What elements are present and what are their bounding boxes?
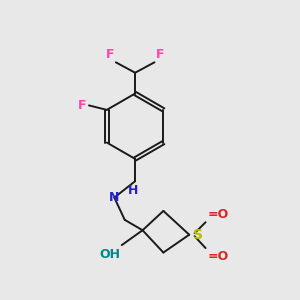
Text: OH: OH <box>99 248 120 261</box>
Text: F: F <box>78 99 87 112</box>
Text: F: F <box>156 48 164 61</box>
Text: N: N <box>109 191 119 204</box>
Text: =O: =O <box>208 250 229 262</box>
Text: F: F <box>106 48 114 61</box>
Text: S: S <box>193 228 203 242</box>
Text: H: H <box>128 184 138 196</box>
Text: =O: =O <box>208 208 229 221</box>
